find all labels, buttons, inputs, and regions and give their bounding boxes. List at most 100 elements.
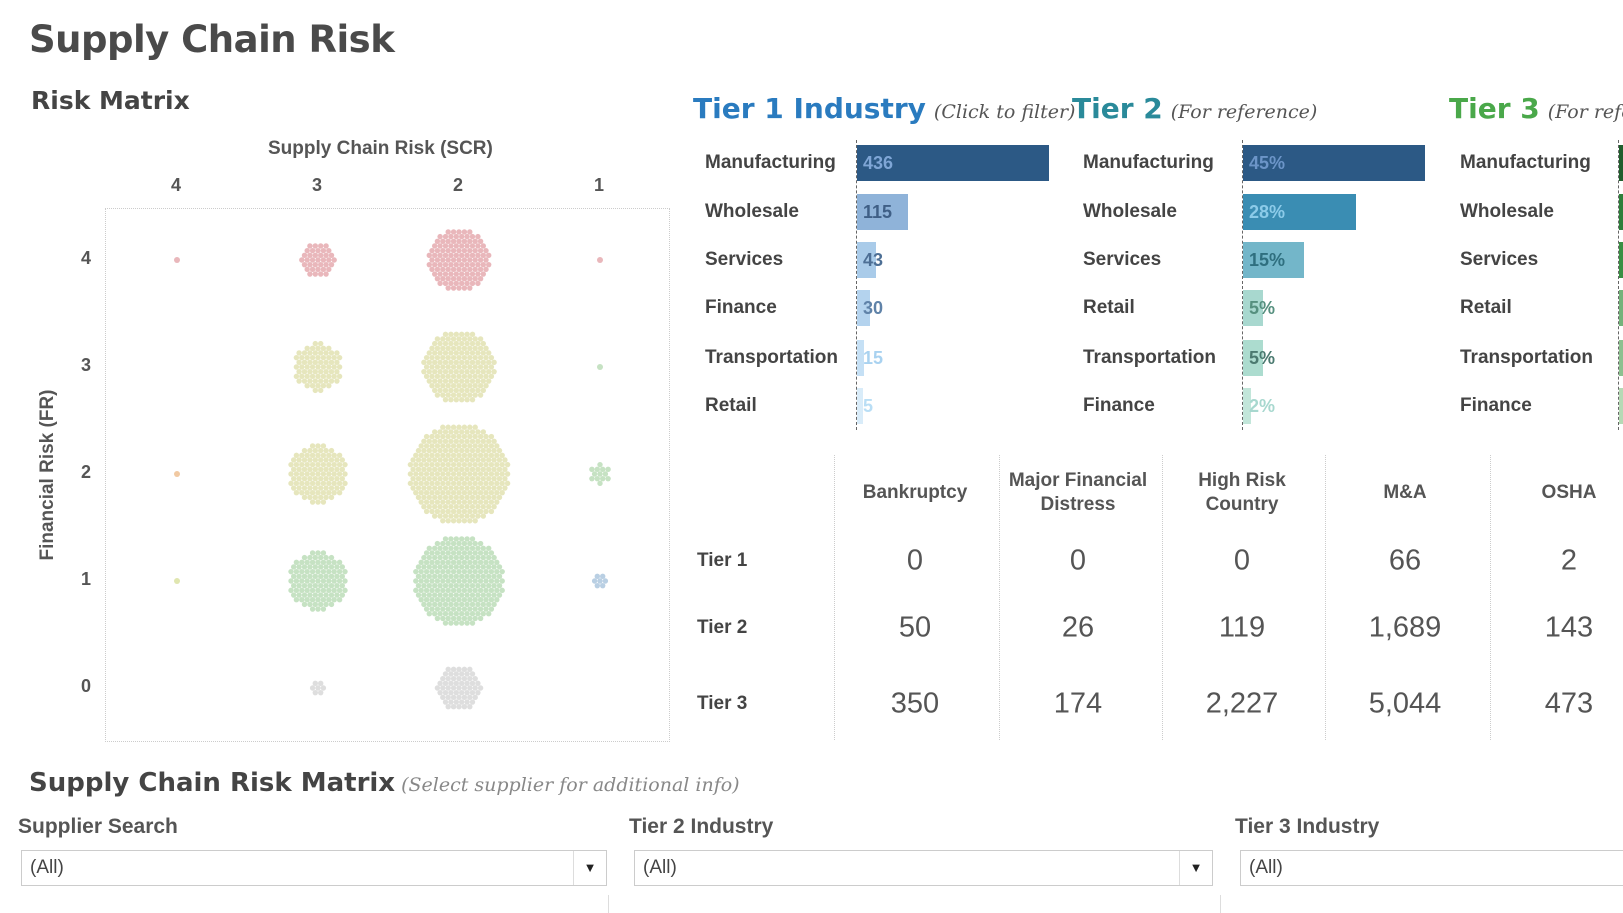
supplier-dot[interactable] xyxy=(312,466,318,473)
supplier-dot[interactable] xyxy=(499,461,505,468)
supplier-dot[interactable] xyxy=(486,368,492,375)
supplier-dot[interactable] xyxy=(448,582,454,589)
supplier-dot[interactable] xyxy=(496,494,503,501)
bar-category-label[interactable]: Wholesale xyxy=(705,201,799,222)
supplier-dot[interactable] xyxy=(328,447,335,454)
supplier-dot[interactable] xyxy=(434,373,441,380)
supplier-dot[interactable] xyxy=(461,433,468,440)
supplier-dot[interactable] xyxy=(461,392,468,398)
supplier-dot[interactable] xyxy=(469,252,476,259)
supplier-dot[interactable] xyxy=(440,257,446,263)
supplier-dot[interactable] xyxy=(480,350,486,356)
supplier-dot[interactable] xyxy=(421,554,427,561)
supplier-dot[interactable] xyxy=(483,345,489,351)
table-cell[interactable]: 174 xyxy=(1053,687,1103,720)
supplier-dot[interactable] xyxy=(450,615,457,622)
supplier-dot[interactable] xyxy=(597,364,603,370)
bar-finance[interactable] xyxy=(1619,388,1623,424)
supplier-dot[interactable] xyxy=(309,354,316,361)
supplier-dot[interactable] xyxy=(469,340,476,347)
supplier-dot[interactable] xyxy=(415,466,422,473)
supplier-dot[interactable] xyxy=(448,271,454,277)
supplier-dot[interactable] xyxy=(288,480,294,487)
supplier-dot[interactable] xyxy=(320,587,327,594)
supplier-dot[interactable] xyxy=(480,513,486,519)
supplier-dot[interactable] xyxy=(456,354,462,361)
supplier-dot[interactable] xyxy=(407,471,414,477)
supplier-dot[interactable] xyxy=(434,257,441,263)
supplier-dot[interactable] xyxy=(461,276,468,282)
supplier-dot[interactable] xyxy=(450,597,457,603)
supplier-dot[interactable] xyxy=(461,424,468,430)
supplier-dot[interactable] xyxy=(432,261,438,268)
supplier-dot[interactable] xyxy=(475,340,481,347)
supplier-dot[interactable] xyxy=(440,433,446,440)
supplier-dot[interactable] xyxy=(464,573,470,580)
supplier-dot[interactable] xyxy=(442,699,449,705)
supplier-dot[interactable] xyxy=(326,383,332,389)
supplier-dot[interactable] xyxy=(456,508,462,515)
supplier-dot[interactable] xyxy=(600,466,606,473)
supplier-dot[interactable] xyxy=(299,578,305,584)
supplier-dot[interactable] xyxy=(445,518,451,524)
table-cell[interactable]: 473 xyxy=(1544,687,1594,720)
supplier-dot[interactable] xyxy=(426,438,432,444)
supplier-dot[interactable] xyxy=(307,573,313,580)
supplier-dot[interactable] xyxy=(421,592,427,598)
supplier-dot[interactable] xyxy=(475,601,481,608)
supplier-dot[interactable] xyxy=(437,340,443,347)
supplier-dot[interactable] xyxy=(467,518,473,524)
supplier-dot[interactable] xyxy=(453,689,459,696)
supplier-dot[interactable] xyxy=(467,285,473,291)
supplier-dot[interactable] xyxy=(291,475,297,482)
supplier-dot[interactable] xyxy=(320,266,327,273)
supplier-dot[interactable] xyxy=(442,611,449,617)
supplier-dot[interactable] xyxy=(445,666,451,672)
supplier-dot[interactable] xyxy=(336,471,343,477)
risk-matrix-svg[interactable] xyxy=(106,209,669,741)
supplier-dot[interactable] xyxy=(488,480,495,487)
supplier-dot[interactable] xyxy=(491,438,497,444)
supplier-dot[interactable] xyxy=(440,345,446,351)
supplier-dot[interactable] xyxy=(421,601,427,608)
supplier-dot[interactable] xyxy=(423,364,430,370)
supplier-dot[interactable] xyxy=(448,447,454,454)
supplier-dot[interactable] xyxy=(459,368,465,375)
supplier-dot[interactable] xyxy=(442,573,449,580)
supplier-dot[interactable] xyxy=(301,494,308,501)
supplier-dot[interactable] xyxy=(323,368,329,375)
supplier-dot[interactable] xyxy=(440,276,446,282)
supplier-dot[interactable] xyxy=(494,443,500,449)
supplier-dot[interactable] xyxy=(480,429,486,435)
supplier-dot[interactable] xyxy=(488,606,495,612)
supplier-dot[interactable] xyxy=(491,564,497,570)
supplier-dot[interactable] xyxy=(480,545,486,551)
supplier-dot[interactable] xyxy=(307,592,313,598)
supplier-dot[interactable] xyxy=(464,536,470,542)
supplier-dot[interactable] xyxy=(415,564,422,570)
supplier-dot[interactable] xyxy=(475,261,481,268)
supplier-dot[interactable] xyxy=(334,582,340,589)
supplier-dot[interactable] xyxy=(323,243,329,249)
supplier-dot[interactable] xyxy=(453,611,459,617)
supplier-dot[interactable] xyxy=(426,592,432,598)
supplier-dot[interactable] xyxy=(453,233,459,240)
supplier-dot[interactable] xyxy=(445,238,451,244)
supplier-dot[interactable] xyxy=(491,457,497,463)
supplier-dot[interactable] xyxy=(413,480,419,487)
supplier-dot[interactable] xyxy=(496,485,503,491)
supplier-dot[interactable] xyxy=(312,554,318,561)
supplier-dot[interactable] xyxy=(459,680,465,687)
supplier-dot[interactable] xyxy=(440,540,446,547)
supplier-dot[interactable] xyxy=(315,266,321,273)
supplier-dot[interactable] xyxy=(339,573,345,580)
supplier-dot[interactable] xyxy=(309,559,316,565)
supplier-dot[interactable] xyxy=(423,452,430,458)
supplier-dot[interactable] xyxy=(434,508,441,515)
supplier-dot[interactable] xyxy=(456,490,462,496)
supplier-dot[interactable] xyxy=(336,578,343,584)
supplier-dot[interactable] xyxy=(469,564,476,570)
supplier-dot[interactable] xyxy=(426,350,432,356)
supplier-dot[interactable] xyxy=(464,378,470,384)
supplier-dot[interactable] xyxy=(494,559,500,565)
